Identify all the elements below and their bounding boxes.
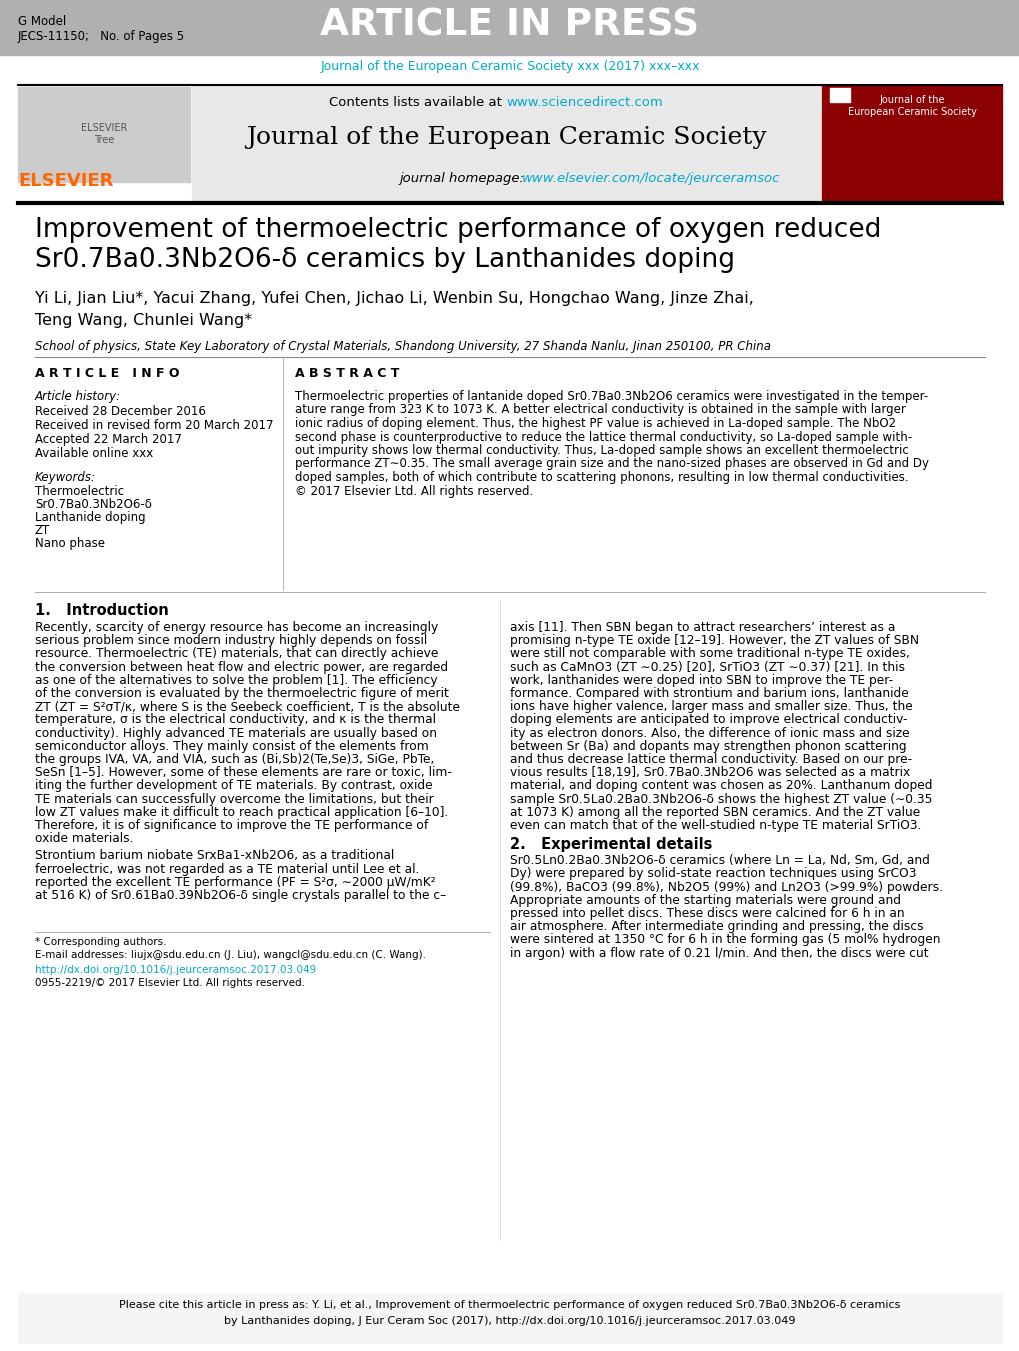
Text: Appropriate amounts of the starting materials were ground and: Appropriate amounts of the starting mate… (510, 894, 900, 907)
Text: oxide materials.: oxide materials. (35, 832, 133, 846)
Text: performance ZT∼0.35. The small average grain size and the nano-sized phases are : performance ZT∼0.35. The small average g… (294, 458, 928, 470)
Text: Thermoelectric properties of lantanide doped Sr0.7Ba0.3Nb2O6 ceramics were inves: Thermoelectric properties of lantanide d… (294, 390, 927, 403)
Text: work, lanthanides were doped into SBN to improve the TE per-: work, lanthanides were doped into SBN to… (510, 674, 893, 686)
Text: were sintered at 1350 °C for 6 h in the forming gas (5 mol% hydrogen: were sintered at 1350 °C for 6 h in the … (510, 934, 940, 947)
Text: ions have higher valence, larger mass and smaller size. Thus, the: ions have higher valence, larger mass an… (510, 700, 912, 713)
Text: the conversion between heat flow and electric power, are regarded: the conversion between heat flow and ele… (35, 661, 447, 674)
Text: ELSEVIER
Tree: ELSEVIER Tree (81, 123, 127, 145)
Text: Article history:: Article history: (35, 390, 121, 403)
Bar (829, 88, 849, 101)
Bar (192, 85, 819, 203)
Text: Sr0.5Ln0.2Ba0.3Nb2O6-δ ceramics (where Ln = La, Nd, Sm, Gd, and: Sr0.5Ln0.2Ba0.3Nb2O6-δ ceramics (where L… (510, 854, 929, 867)
Text: Yi Li, Jian Liu*, Yacui Zhang, Yufei Chen, Jichao Li, Wenbin Su, Hongchao Wang, : Yi Li, Jian Liu*, Yacui Zhang, Yufei Che… (35, 290, 753, 305)
Text: www.sciencedirect.com: www.sciencedirect.com (505, 96, 662, 109)
Text: conductivity). Highly advanced TE materials are usually based on: conductivity). Highly advanced TE materi… (35, 727, 436, 739)
Text: Sr0.7Ba0.3Nb2O6-δ ceramics by Lanthanides doping: Sr0.7Ba0.3Nb2O6-δ ceramics by Lanthanide… (35, 247, 735, 273)
Text: ELSEVIER: ELSEVIER (18, 172, 113, 190)
Text: even can match that of the well-studied n-type TE material SrTiO3.: even can match that of the well-studied … (510, 819, 920, 832)
Text: Lanthanide doping: Lanthanide doping (35, 511, 146, 524)
Text: Received 28 December 2016: Received 28 December 2016 (35, 405, 206, 417)
Text: ARTICLE IN PRESS: ARTICLE IN PRESS (320, 7, 699, 43)
Text: 2.   Experimental details: 2. Experimental details (510, 838, 711, 852)
Text: promising n-type TE oxide [12–19]. However, the ZT values of SBN: promising n-type TE oxide [12–19]. Howev… (510, 634, 918, 647)
Text: doped samples, both of which contribute to scattering phonons, resulting in low : doped samples, both of which contribute … (294, 471, 908, 484)
Text: © 2017 Elsevier Ltd. All rights reserved.: © 2017 Elsevier Ltd. All rights reserved… (294, 485, 533, 497)
Text: Sr0.7Ba0.3Nb2O6-δ: Sr0.7Ba0.3Nb2O6-δ (35, 499, 152, 511)
Text: air atmosphere. After intermediate grinding and pressing, the discs: air atmosphere. After intermediate grind… (510, 920, 923, 934)
Text: and thus decrease lattice thermal conductivity. Based on our pre-: and thus decrease lattice thermal conduc… (510, 753, 911, 766)
Text: ity as electron donors. Also, the difference of ionic mass and size: ity as electron donors. Also, the differ… (510, 727, 909, 739)
Text: were still not comparable with some traditional n-type TE oxides,: were still not comparable with some trad… (510, 647, 909, 661)
Text: 0955-2219/© 2017 Elsevier Ltd. All rights reserved.: 0955-2219/© 2017 Elsevier Ltd. All right… (35, 978, 305, 988)
Text: Accepted 22 March 2017: Accepted 22 March 2017 (35, 434, 181, 446)
Text: the groups IVA, VA, and VIA, such as (Bi,Sb)2(Te,Se)3, SiGe, PbTe,: the groups IVA, VA, and VIA, such as (Bi… (35, 753, 434, 766)
Text: second phase is counterproductive to reduce the lattice thermal conductivity, so: second phase is counterproductive to red… (294, 431, 911, 443)
Text: Journal of the European Ceramic Society xxx (2017) xxx–xxx: Journal of the European Ceramic Society … (320, 59, 699, 73)
Text: doping elements are anticipated to improve electrical conductiv-: doping elements are anticipated to impro… (510, 713, 907, 727)
Text: resource. Thermoelectric (TE) materials, that can directly achieve: resource. Thermoelectric (TE) materials,… (35, 647, 438, 661)
Text: vious results [18,19], Sr0.7Ba0.3Nb2O6 was selected as a matrix: vious results [18,19], Sr0.7Ba0.3Nb2O6 w… (510, 766, 909, 780)
Text: serious problem since modern industry highly depends on fossil: serious problem since modern industry hi… (35, 634, 427, 647)
Text: * Corresponding authors.: * Corresponding authors. (35, 938, 166, 947)
Text: at 1073 K) among all the reported SBN ceramics. And the ZT value: at 1073 K) among all the reported SBN ce… (510, 805, 919, 819)
Text: journal homepage:: journal homepage: (399, 172, 529, 185)
Text: A B S T R A C T: A B S T R A C T (294, 367, 399, 380)
Text: ZT: ZT (35, 524, 50, 536)
Text: G Model: G Model (18, 15, 66, 28)
Text: JECS-11150;   No. of Pages 5: JECS-11150; No. of Pages 5 (18, 30, 184, 43)
Text: SeSn [1–5]. However, some of these elements are rare or toxic, lim-: SeSn [1–5]. However, some of these eleme… (35, 766, 451, 780)
Text: in argon) with a flow rate of 0.21 l/min. And then, the discs were cut: in argon) with a flow rate of 0.21 l/min… (510, 947, 927, 959)
Text: www.elsevier.com/locate/jeurceramsoc: www.elsevier.com/locate/jeurceramsoc (522, 172, 780, 185)
Text: Dy) were prepared by solid-state reaction techniques using SrCO3: Dy) were prepared by solid-state reactio… (510, 867, 916, 881)
Text: Recently, scarcity of energy resource has become an increasingly: Recently, scarcity of energy resource ha… (35, 621, 438, 634)
Text: formance. Compared with strontium and barium ions, lanthanide: formance. Compared with strontium and ba… (510, 688, 908, 700)
Text: as one of the alternatives to solve the problem [1]. The efficiency: as one of the alternatives to solve the … (35, 674, 437, 686)
Text: Improvement of thermoelectric performance of oxygen reduced: Improvement of thermoelectric performanc… (35, 218, 880, 243)
Text: School of physics, State Key Laboratory of Crystal Materials, Shandong Universit: School of physics, State Key Laboratory … (35, 340, 770, 353)
Text: sample Sr0.5La0.2Ba0.3Nb2O6-δ shows the highest ZT value (∼0.35: sample Sr0.5La0.2Ba0.3Nb2O6-δ shows the … (510, 793, 931, 805)
Text: material, and doping content was chosen as 20%. Lanthanum doped: material, and doping content was chosen … (510, 780, 931, 793)
Text: temperature, σ is the electrical conductivity, and κ is the thermal: temperature, σ is the electrical conduct… (35, 713, 435, 727)
Text: Thermoelectric: Thermoelectric (35, 485, 124, 499)
Text: Nano phase: Nano phase (35, 536, 105, 550)
Text: such as CaMnO3 (ZT ∼0.25) [20], SrTiO3 (ZT ∼0.37) [21]. In this: such as CaMnO3 (ZT ∼0.25) [20], SrTiO3 (… (510, 661, 904, 674)
Text: axis [11]. Then SBN began to attract researchers’ interest as a: axis [11]. Then SBN began to attract res… (510, 621, 895, 634)
Bar (821, 85, 1001, 203)
Text: ature range from 323 K to 1073 K. A better electrical conductivity is obtained i: ature range from 323 K to 1073 K. A bett… (294, 404, 905, 416)
Text: Received in revised form 20 March 2017: Received in revised form 20 March 2017 (35, 419, 273, 432)
Text: TE materials can successfully overcome the limitations, but their: TE materials can successfully overcome t… (35, 793, 433, 805)
Text: Strontium barium niobate SrxBa1-xNb2O6, as a traditional: Strontium barium niobate SrxBa1-xNb2O6, … (35, 850, 394, 862)
Text: Journal of the European Ceramic Society: Journal of the European Ceramic Society (246, 126, 765, 149)
Text: of the conversion is evaluated by the thermoelectric figure of merit: of the conversion is evaluated by the th… (35, 688, 448, 700)
Text: Journal of the
European Ceramic Society: Journal of the European Ceramic Society (847, 95, 975, 116)
Text: http://dx.doi.org/10.1016/j.jeurceramsoc.2017.03.049: http://dx.doi.org/10.1016/j.jeurceramsoc… (35, 965, 316, 975)
Text: ZT (ZT = S²σT/κ, where S is the Seebeck coefficient, T is the absolute: ZT (ZT = S²σT/κ, where S is the Seebeck … (35, 700, 460, 713)
Text: Therefore, it is of significance to improve the TE performance of: Therefore, it is of significance to impr… (35, 819, 428, 832)
Text: Teng Wang, Chunlei Wang*: Teng Wang, Chunlei Wang* (35, 313, 252, 328)
Bar (18, 86, 190, 182)
Text: (99.8%), BaCO3 (99.8%), Nb2O5 (99%) and Ln2O3 (>99.9%) powders.: (99.8%), BaCO3 (99.8%), Nb2O5 (99%) and … (510, 881, 943, 893)
Text: low ZT values make it difficult to reach practical application [6–10].: low ZT values make it difficult to reach… (35, 805, 448, 819)
Text: out impurity shows low thermal conductivity. Thus, La-doped sample shows an exce: out impurity shows low thermal conductiv… (294, 444, 908, 457)
Text: Please cite this article in press as: Y. Li, et al., Improvement of thermoelectr: Please cite this article in press as: Y.… (119, 1300, 900, 1310)
Text: E-mail addresses: liujx@sdu.edu.cn (J. Liu), wangcl@sdu.edu.cn (C. Wang).: E-mail addresses: liujx@sdu.edu.cn (J. L… (35, 950, 426, 961)
Text: between Sr (Ba) and dopants may strengthen phonon scattering: between Sr (Ba) and dopants may strength… (510, 740, 906, 753)
Text: ferroelectric, was not regarded as a TE material until Lee et al.: ferroelectric, was not regarded as a TE … (35, 862, 419, 875)
Text: at 516 K) of Sr0.61Ba0.39Nb2O6-δ single crystals parallel to the c–: at 516 K) of Sr0.61Ba0.39Nb2O6-δ single … (35, 889, 446, 902)
Text: ionic radius of doping element. Thus, the highest PF value is achieved in La-dop: ionic radius of doping element. Thus, th… (294, 417, 896, 430)
Text: A R T I C L E   I N F O: A R T I C L E I N F O (35, 367, 179, 380)
Text: reported the excellent TE performance (PF = S²σ, ∼2000 μW/mK²: reported the excellent TE performance (P… (35, 875, 435, 889)
Text: Keywords:: Keywords: (35, 471, 96, 484)
Text: Available online xxx: Available online xxx (35, 447, 153, 459)
Text: iting the further development of TE materials. By contrast, oxide: iting the further development of TE mate… (35, 780, 432, 793)
Text: pressed into pellet discs. These discs were calcined for 6 h in an: pressed into pellet discs. These discs w… (510, 907, 904, 920)
Text: Contents lists available at: Contents lists available at (328, 96, 505, 109)
Bar (0, 0, 1019, 55)
Bar (18, 1293, 1001, 1343)
Text: 1.   Introduction: 1. Introduction (35, 603, 168, 617)
Text: semiconductor alloys. They mainly consist of the elements from: semiconductor alloys. They mainly consis… (35, 740, 428, 753)
Text: by Lanthanides doping, J Eur Ceram Soc (2017), http://dx.doi.org/10.1016/j.jeurc: by Lanthanides doping, J Eur Ceram Soc (… (224, 1316, 795, 1325)
